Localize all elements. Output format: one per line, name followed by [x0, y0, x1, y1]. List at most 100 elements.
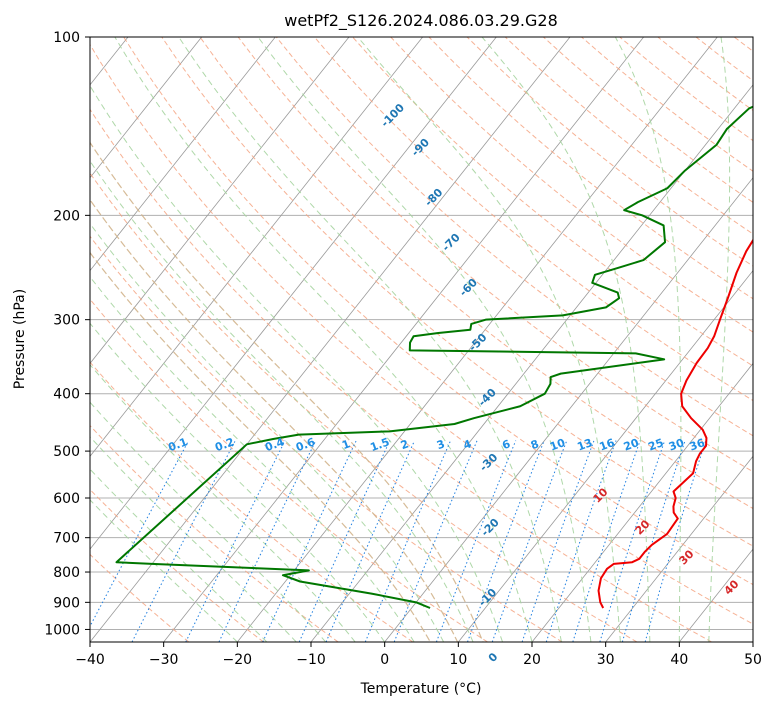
- mixing-ratio-label: 0.2: [213, 435, 236, 454]
- dry-adiabat-line: [199, 37, 753, 510]
- y-axis-title: Pressure (hPa): [12, 289, 28, 389]
- dry-adiabat-line: [161, 37, 753, 547]
- isotherm-line: [90, 37, 571, 642]
- mixing-ratio-line: [521, 440, 595, 642]
- mixing-ratio-label: 13: [575, 436, 594, 453]
- isotherm-line: [310, 84, 753, 642]
- isotherm-line: [237, 37, 718, 642]
- plot-frame: [89, 36, 754, 643]
- x-axis-title: Temperature (°C): [360, 681, 482, 697]
- mixing-ratio-line: [621, 440, 686, 642]
- isotherm-line: [605, 455, 753, 642]
- mixing-ratio-line: [644, 440, 707, 642]
- mixing-ratio-label: 0.1: [166, 435, 189, 454]
- x-tick-label: 50: [744, 652, 762, 668]
- mixing-ratio-line: [90, 440, 190, 628]
- temperature-line: [597, 238, 753, 609]
- isotherm-line: [90, 37, 423, 457]
- moist-adiabat-line: [90, 363, 356, 642]
- moist-adiabat-line: [90, 222, 445, 642]
- dry-adiabat-line: [90, 298, 488, 642]
- y-tick-label: 500: [53, 444, 80, 460]
- moist-adiabat-line: [90, 276, 415, 642]
- dewpoint-line: [115, 105, 753, 609]
- dry-adiabat-line: [428, 37, 753, 300]
- y-tick-label: 1000: [44, 622, 80, 638]
- mixing-ratio-label: 6: [500, 437, 512, 452]
- isotherm-line: [90, 37, 350, 365]
- x-tick-label: −30: [149, 652, 179, 668]
- moist-adiabat-line: [90, 84, 504, 642]
- isotherm-line: [458, 269, 753, 642]
- y-tick-label: 900: [53, 595, 80, 611]
- dry-adiabat-line: [275, 37, 753, 437]
- mixing-ratio-label: 1: [340, 437, 352, 452]
- y-tick-label: 100: [53, 30, 80, 46]
- dcape-line: [90, 198, 459, 642]
- chart-title: wetPf2_S126.2024.086.03.29.G28: [284, 11, 558, 31]
- dry-adiabat-line: [90, 43, 753, 625]
- mixing-ratio-line: [325, 440, 416, 642]
- moist-adiabat-line: [481, 37, 651, 642]
- isotherm-line: [163, 37, 644, 642]
- x-tick-label: 30: [597, 652, 615, 668]
- mixing-ratio-label: 25: [646, 436, 665, 453]
- moist-adiabat-line: [90, 468, 268, 642]
- dry-adiabat-line: [90, 488, 264, 642]
- moist-adiabat-line: [114, 37, 533, 642]
- moist-adiabat-line: [614, 37, 682, 642]
- dry-adiabat-line: [314, 37, 753, 402]
- mixing-ratio-label: 16: [598, 436, 617, 454]
- mixing-ratio-label: 4: [462, 437, 474, 452]
- mixing-ratio-label: 3: [435, 437, 447, 452]
- isotherm-line: [531, 362, 753, 642]
- dry-adiabat-line: [90, 553, 190, 642]
- mixing-ratio-line: [298, 440, 391, 642]
- dry-adiabat-line: [90, 172, 638, 642]
- moist-adiabat-line: [178, 37, 562, 642]
- x-tick-label: −40: [75, 652, 105, 668]
- mixing-ratio-label: 36: [688, 436, 707, 454]
- moist-adiabat-line: [708, 37, 731, 642]
- dry-adiabat-line: [90, 424, 339, 642]
- y-tick-label: 200: [53, 208, 80, 224]
- isotherm-line: [384, 177, 753, 642]
- mixing-ratio-line: [599, 440, 666, 642]
- y-tick-label: 300: [53, 313, 80, 329]
- moist-adiabat-line: [90, 160, 474, 642]
- x-tick-label: 20: [523, 652, 541, 668]
- dry-adiabat-line: [390, 37, 753, 333]
- dry-adiabat-line: [90, 235, 563, 642]
- mixing-ratio-label: 10: [548, 436, 567, 454]
- x-tick-label: −10: [296, 652, 326, 668]
- mixing-ratio-label: 20: [622, 436, 641, 454]
- mixing-ratio-line: [491, 440, 568, 642]
- dry-adiabat-line: [90, 361, 414, 642]
- y-tick-label: 700: [53, 531, 80, 547]
- mixing-ratio-line: [364, 440, 452, 642]
- y-tick-label: 800: [53, 565, 80, 581]
- mixing-ratio-label: 0.4: [263, 435, 286, 454]
- x-tick-label: 40: [670, 652, 688, 668]
- mixing-ratio-label: 1.5: [368, 435, 391, 454]
- isotherm-line: [90, 37, 276, 272]
- moist-adiabat-line: [90, 499, 238, 642]
- x-tick-label: 10: [449, 652, 467, 668]
- dcape-line: [90, 141, 484, 642]
- y-tick-label: 400: [53, 387, 80, 403]
- isotherm-line: [90, 37, 202, 179]
- mixing-ratio-label: 2: [399, 437, 411, 452]
- mixing-ratio-label: 0.6: [294, 435, 317, 454]
- mixing-ratio-label: 8: [529, 437, 541, 452]
- moist-adiabat-line: [90, 436, 297, 642]
- moist-adiabat-line: [357, 37, 621, 642]
- mixing-ratio-label: 30: [667, 436, 686, 454]
- y-tick-label: 600: [53, 491, 80, 507]
- dry-adiabat-line: [90, 108, 712, 642]
- x-tick-label: −20: [223, 652, 253, 668]
- moist-adiabat-line: [90, 322, 386, 642]
- mixing-ratio-line: [185, 440, 286, 642]
- isotherm-line: [90, 37, 497, 550]
